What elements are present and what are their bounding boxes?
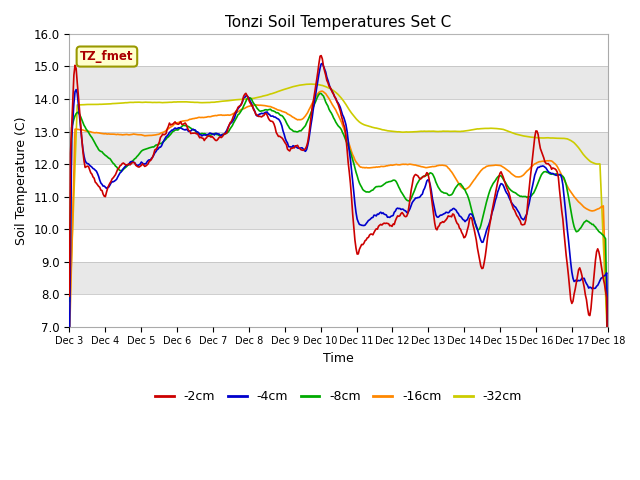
Bar bbox=[69, 34, 608, 67]
Bar bbox=[69, 229, 608, 262]
Y-axis label: Soil Temperature (C): Soil Temperature (C) bbox=[15, 116, 28, 245]
Bar bbox=[69, 67, 608, 99]
Text: TZ_fmet: TZ_fmet bbox=[80, 50, 134, 63]
X-axis label: Time: Time bbox=[323, 352, 354, 365]
Bar bbox=[69, 99, 608, 132]
Title: Tonzi Soil Temperatures Set C: Tonzi Soil Temperatures Set C bbox=[225, 15, 452, 30]
Bar bbox=[69, 294, 608, 327]
Bar bbox=[69, 197, 608, 229]
Bar bbox=[69, 262, 608, 294]
Legend: -2cm, -4cm, -8cm, -16cm, -32cm: -2cm, -4cm, -8cm, -16cm, -32cm bbox=[150, 385, 527, 408]
Bar bbox=[69, 132, 608, 164]
Bar bbox=[69, 164, 608, 197]
